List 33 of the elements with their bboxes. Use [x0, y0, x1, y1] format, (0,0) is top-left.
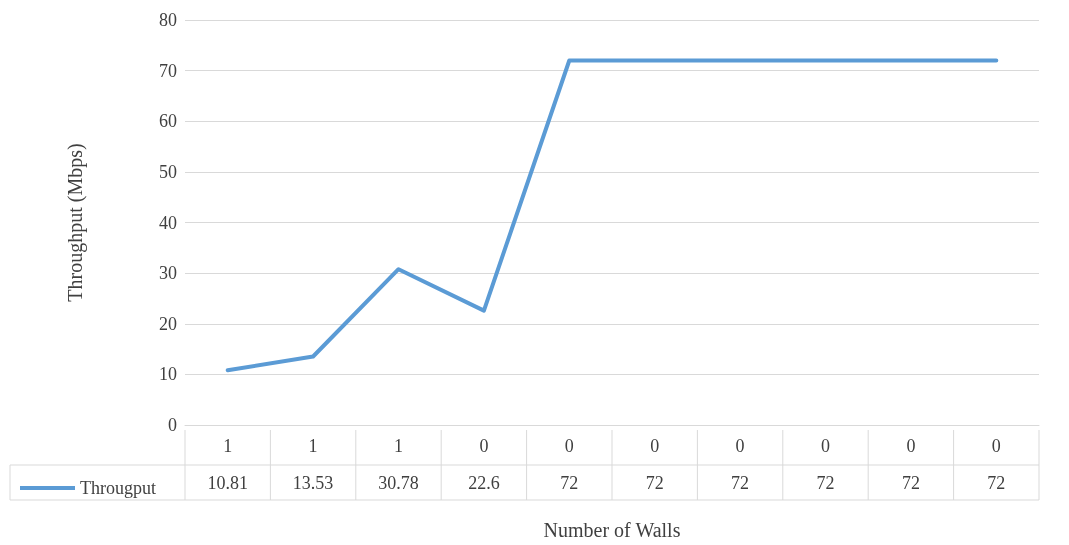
x-tick-label: 0	[735, 436, 745, 456]
y-tick-label: 20	[159, 313, 177, 334]
y-tick-label: 30	[159, 263, 177, 284]
x-tick-label: 1	[223, 436, 233, 456]
x-axis-title: Number of Walls	[543, 519, 681, 541]
data-label: 72	[731, 472, 750, 493]
data-label: 13.53	[292, 472, 334, 493]
data-label: 10.81	[207, 472, 248, 493]
y-tick-label: 10	[159, 364, 177, 385]
y-tick-label: 40	[159, 212, 177, 233]
x-tick-label: 0	[821, 436, 830, 456]
x-tick-label: 0	[991, 436, 1001, 456]
y-tick-label: 60	[159, 111, 177, 132]
x-tick-label: 0	[479, 436, 489, 456]
data-label: 72	[560, 472, 579, 493]
data-label: 72	[901, 472, 920, 493]
data-label: 72	[645, 472, 664, 493]
y-tick-label: 50	[159, 161, 177, 182]
y-axis-title: Throughput (Mbps)	[64, 143, 87, 302]
legend-label: Througput	[80, 478, 156, 498]
y-tick-label: 80	[159, 10, 177, 30]
x-tick-label: 1	[308, 436, 318, 456]
data-label: 72	[987, 472, 1006, 493]
x-tick-label: 0	[906, 436, 916, 456]
y-tick-label: 0	[168, 415, 177, 435]
x-tick-label: 0	[564, 436, 574, 456]
y-tick-label: 70	[159, 60, 177, 81]
x-tick-label: 0	[650, 436, 660, 456]
data-label: 30.78	[378, 472, 419, 493]
data-label: 22.6	[468, 472, 500, 493]
x-tick-label: 1	[394, 436, 403, 456]
line-series	[225, 58, 999, 373]
data-label: 72	[816, 472, 835, 493]
